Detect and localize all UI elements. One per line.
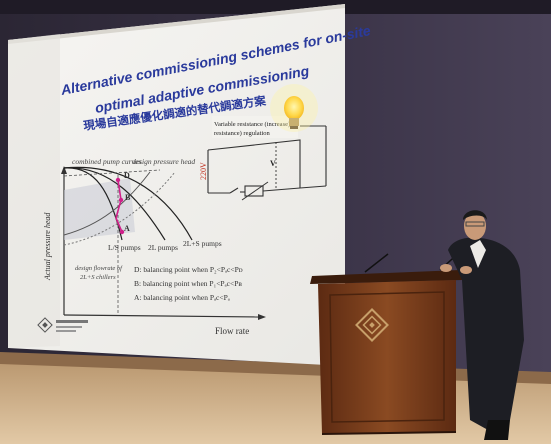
pump-label-2l: 2L pumps: [148, 243, 178, 252]
balancing-path: [115, 179, 123, 233]
point-a-label: A: [124, 224, 130, 233]
design-note-line2: 2L+S chillers: [80, 274, 116, 281]
circuit-label-line2: resistance) regulation: [214, 130, 271, 137]
y-axis-arrow: [61, 166, 67, 174]
podium-logo: [355, 308, 389, 342]
circuit-voltage: 220V: [199, 162, 208, 180]
design-note-line1: design flowrate of: [75, 265, 123, 272]
point-b-marker: [118, 197, 124, 203]
speaker-person: [440, 210, 524, 440]
ceiling-edge: [0, 0, 551, 14]
legend-item-d: D: balancing point when P₂<Pₐc<Pᴅ: [134, 265, 243, 274]
system-curve-1: [63, 171, 151, 236]
circuit-diagram: Variable resistance (increase) resistanc…: [199, 116, 327, 201]
design-head-label: design pressure head: [132, 157, 195, 166]
system-curve-2: [63, 171, 176, 246]
pump-curve-3: [63, 166, 193, 241]
point-a-marker: [119, 229, 125, 235]
slide-top-edge: [8, 4, 345, 44]
legend-item-a: A: balancing point when Pₐc<Pₐ: [134, 293, 230, 302]
pump-curve-2: [63, 167, 166, 241]
chart-x-axis: [63, 314, 263, 318]
point-d-marker: [115, 177, 121, 183]
circuit-label-line1: Variable resistance (increase): [214, 121, 290, 128]
point-d-label: D: [124, 171, 130, 180]
design-head-line: [63, 169, 161, 177]
x-axis-arrow: [258, 314, 266, 320]
microphone-left: [364, 253, 389, 273]
projected-slide: [8, 4, 345, 366]
point-b-label: B: [125, 193, 131, 202]
chart-x-label: Flow rate: [215, 326, 249, 336]
circuit-meter-label: V: [270, 159, 276, 168]
slide-left-shade: [8, 34, 60, 348]
chart-y-label: Actual pressure head: [43, 212, 52, 281]
legend-item-b: B: balancing point when P₁<Pₐc<Pʙ: [134, 279, 242, 288]
light-bulb-icon: [270, 84, 318, 132]
podium: [310, 270, 462, 435]
pump-label-ls: L/S pumps: [108, 243, 141, 252]
pump-label-2ls: 2L+S pumps: [183, 239, 222, 248]
shaded-region: [64, 178, 135, 240]
pump-curves-label: combined pump curves: [72, 157, 141, 166]
